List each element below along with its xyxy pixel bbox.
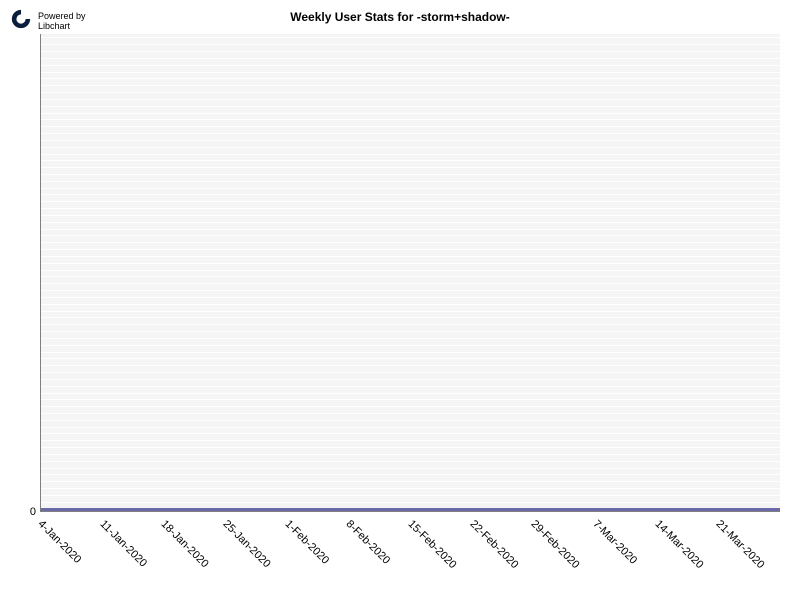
gridline <box>40 393 780 394</box>
x-tick-label: 7-Mar-2020 <box>591 518 640 567</box>
gridline <box>40 358 780 359</box>
gridline <box>40 386 780 387</box>
gridline <box>40 37 780 38</box>
gridline <box>40 140 780 141</box>
gridline <box>40 208 780 209</box>
gridline <box>40 85 780 86</box>
gridline <box>40 154 780 155</box>
gridline <box>40 242 780 243</box>
gridline <box>40 372 780 373</box>
gridline <box>40 345 780 346</box>
series-line <box>40 508 780 512</box>
gridline <box>40 249 780 250</box>
gridline <box>40 201 780 202</box>
gridline <box>40 474 780 475</box>
gridline <box>40 420 780 421</box>
gridline <box>40 133 780 134</box>
gridline <box>40 502 780 503</box>
gridline <box>40 215 780 216</box>
gridline <box>40 304 780 305</box>
gridline <box>40 270 780 271</box>
gridline <box>40 147 780 148</box>
gridline <box>40 283 780 284</box>
gridline <box>40 194 780 195</box>
gridline <box>40 160 780 161</box>
x-tick-label: 25-Jan-2020 <box>221 518 273 570</box>
x-tick-label: 8-Feb-2020 <box>344 518 393 567</box>
gridline <box>40 311 780 312</box>
gridline <box>40 78 780 79</box>
gridline <box>40 413 780 414</box>
gridline <box>40 174 780 175</box>
gridline <box>40 126 780 127</box>
gridline <box>40 72 780 73</box>
gridline <box>40 65 780 66</box>
gridline <box>40 447 780 448</box>
gridline <box>40 488 780 489</box>
gridline <box>40 119 780 120</box>
gridline <box>40 44 780 45</box>
gridline <box>40 399 780 400</box>
gridline <box>40 290 780 291</box>
gridline <box>40 167 780 168</box>
x-tick-label: 11-Jan-2020 <box>97 518 149 570</box>
gridline <box>40 188 780 189</box>
gridline <box>40 427 780 428</box>
chart-title: Weekly User Stats for -storm+shadow- <box>0 10 800 24</box>
chart-container: Powered by Libchart Weekly User Stats fo… <box>0 0 800 600</box>
gridline <box>40 317 780 318</box>
gridline <box>40 92 780 93</box>
x-tick-label: 22-Feb-2020 <box>467 518 520 571</box>
gridline <box>40 454 780 455</box>
gridline <box>40 433 780 434</box>
gridline <box>40 99 780 100</box>
gridline <box>40 181 780 182</box>
gridline <box>40 58 780 59</box>
y-tick-label: 0 <box>22 506 36 518</box>
gridline <box>40 365 780 366</box>
gridline <box>40 338 780 339</box>
x-tick-label: 21-Mar-2020 <box>714 518 767 571</box>
gridline <box>40 229 780 230</box>
gridline <box>40 263 780 264</box>
gridline <box>40 495 780 496</box>
x-tick-label: 29-Feb-2020 <box>529 518 582 571</box>
gridline <box>40 256 780 257</box>
gridline <box>40 324 780 325</box>
x-tick-label: 15-Feb-2020 <box>406 518 459 571</box>
gridline <box>40 461 780 462</box>
gridline <box>40 235 780 236</box>
gridline <box>40 331 780 332</box>
gridline <box>40 222 780 223</box>
gridline <box>40 468 780 469</box>
plot-area <box>40 34 780 512</box>
gridline <box>40 379 780 380</box>
gridline <box>40 440 780 441</box>
x-tick-label: 4-Jan-2020 <box>36 518 84 566</box>
gridline <box>40 297 780 298</box>
x-tick-label: 14-Mar-2020 <box>652 518 705 571</box>
x-tick-label: 18-Jan-2020 <box>159 518 211 570</box>
plot-grid <box>40 34 780 512</box>
gridline <box>40 106 780 107</box>
gridline <box>40 113 780 114</box>
gridline <box>40 406 780 407</box>
x-tick-label: 1-Feb-2020 <box>282 518 331 567</box>
gridline <box>40 352 780 353</box>
gridline <box>40 276 780 277</box>
gridline <box>40 51 780 52</box>
gridline <box>40 481 780 482</box>
